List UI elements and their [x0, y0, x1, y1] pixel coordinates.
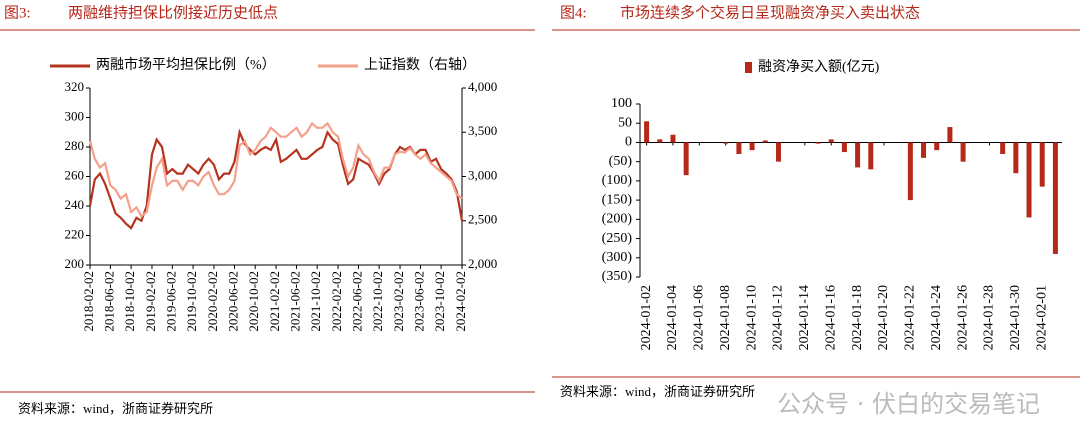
- x-tick-label: 2022-10-02: [370, 271, 385, 332]
- x-tick-label: 2019-06-02: [163, 271, 178, 332]
- legend-label: 两融市场平均担保比例（%）: [96, 56, 276, 73]
- x-tick-label: 2024-01-28: [982, 285, 997, 350]
- x-tick-label: 2022-06-02: [349, 271, 364, 332]
- y-tick-label: 200: [65, 256, 85, 271]
- bar: [960, 142, 966, 162]
- y-tick-label: (300): [602, 250, 633, 265]
- bar: [828, 139, 834, 143]
- x-tick-label: 2024-01-14: [797, 285, 812, 350]
- x-tick-label: 2024-01-20: [876, 285, 891, 350]
- x-tick-label: 2024-01-22: [903, 285, 918, 350]
- bar: [644, 121, 650, 143]
- y-tick-label: (250): [602, 231, 633, 246]
- source-note: 资料来源：wind，浙商证券研究所: [560, 384, 755, 399]
- bar: [1013, 142, 1019, 174]
- legend-label: 上证指数（右轴）: [364, 57, 476, 73]
- x-tick-label: 2021-10-02: [308, 271, 323, 332]
- x-tick-label: 2020-02-02: [205, 271, 220, 332]
- bar: [1026, 142, 1032, 218]
- watermark: 公众号 · 伏白的交易笔记: [777, 390, 1040, 418]
- x-tick-label: 2023-10-02: [432, 271, 447, 332]
- x-tick-label: 2024-01-06: [692, 285, 707, 350]
- bar: [1052, 142, 1058, 254]
- x-tick-label: 2023-06-02: [411, 271, 426, 332]
- source-note: 资料来源：wind，浙商证券研究所: [18, 401, 213, 416]
- bar: [855, 142, 861, 168]
- y-tick-label: 260: [65, 167, 85, 182]
- x-tick-label: 2024-01-10: [744, 285, 759, 350]
- bar: [657, 139, 663, 143]
- y-tick-label: 320: [65, 79, 85, 94]
- y2-tick-label: 2,500: [468, 212, 497, 227]
- bar: [921, 142, 927, 158]
- bar: [670, 134, 676, 143]
- y-tick-label: 50: [618, 115, 632, 130]
- x-tick-label: 2024-02-01: [1034, 285, 1049, 350]
- y-tick-label: (150): [602, 192, 633, 207]
- y2-tick-label: 3,500: [468, 123, 497, 138]
- bar: [907, 142, 913, 201]
- chart-title: 两融维持担保比例接近历史低点: [68, 4, 278, 21]
- series-line: [88, 128, 464, 230]
- y-tick-label: 280: [65, 138, 85, 153]
- legend-swatch: [745, 62, 752, 73]
- x-tick-label: 2024-02-02: [453, 271, 468, 332]
- x-tick-label: 2021-06-02: [287, 271, 302, 332]
- y-tick-label: 240: [65, 197, 85, 212]
- y-tick-label: 220: [65, 226, 85, 241]
- chart-title: 市场连续多个交易日呈现融资净买入卖出状态: [620, 3, 920, 21]
- y-tick-label: (350): [602, 269, 633, 284]
- bar: [868, 142, 874, 170]
- bar: [683, 142, 689, 176]
- x-tick-label: 2022-02-02: [329, 271, 344, 332]
- series-line: [88, 121, 463, 218]
- y-tick-label: 100: [611, 96, 632, 111]
- x-tick-label: 2024-01-16: [823, 285, 838, 350]
- x-tick-label: 2024-01-30: [1008, 285, 1023, 350]
- y-tick-label: (200): [602, 212, 633, 227]
- bar: [934, 142, 940, 151]
- bar: [762, 140, 768, 143]
- y2-tick-label: 3,000: [468, 167, 497, 182]
- bar: [1039, 142, 1045, 187]
- legend-label: 融资净买入额(亿元): [758, 59, 880, 75]
- figure-label: 图4:: [560, 4, 587, 21]
- bar: [736, 142, 742, 154]
- x-tick-label: 2019-02-02: [143, 271, 158, 332]
- x-tick-label: 2018-02-02: [81, 271, 96, 332]
- bar: [947, 127, 953, 143]
- x-tick-label: 2024-01-08: [718, 285, 733, 350]
- x-tick-label: 2024-01-02: [639, 285, 654, 350]
- x-tick-label: 2018-10-02: [122, 271, 137, 332]
- x-tick-label: 2018-06-02: [101, 271, 116, 332]
- figure-label: 图3:: [4, 4, 31, 21]
- x-tick-label: 2020-06-02: [225, 271, 240, 332]
- x-tick-label: 2024-01-04: [665, 285, 680, 350]
- x-tick-label: 2021-02-02: [267, 271, 282, 332]
- x-tick-label: 2020-10-02: [246, 271, 261, 332]
- y2-tick-label: 4,000: [468, 79, 497, 94]
- bar: [775, 142, 781, 162]
- y-tick-label: (100): [602, 173, 633, 188]
- x-tick-label: 2024-01-12: [771, 285, 786, 350]
- y-tick-label: (50): [609, 154, 633, 169]
- y-tick-label: 0: [625, 135, 632, 150]
- bar: [723, 142, 729, 144]
- bar: [749, 142, 755, 151]
- bar: [815, 142, 821, 144]
- x-tick-label: 2023-02-02: [391, 271, 406, 332]
- y-tick-label: 300: [65, 108, 85, 123]
- x-tick-label: 2024-01-24: [929, 285, 944, 350]
- x-tick-label: 2019-10-02: [184, 271, 199, 332]
- bar: [841, 142, 847, 153]
- x-tick-label: 2024-01-26: [955, 285, 970, 350]
- bar: [1000, 142, 1006, 154]
- x-tick-label: 2024-01-18: [850, 285, 865, 350]
- y2-tick-label: 2,000: [468, 256, 497, 271]
